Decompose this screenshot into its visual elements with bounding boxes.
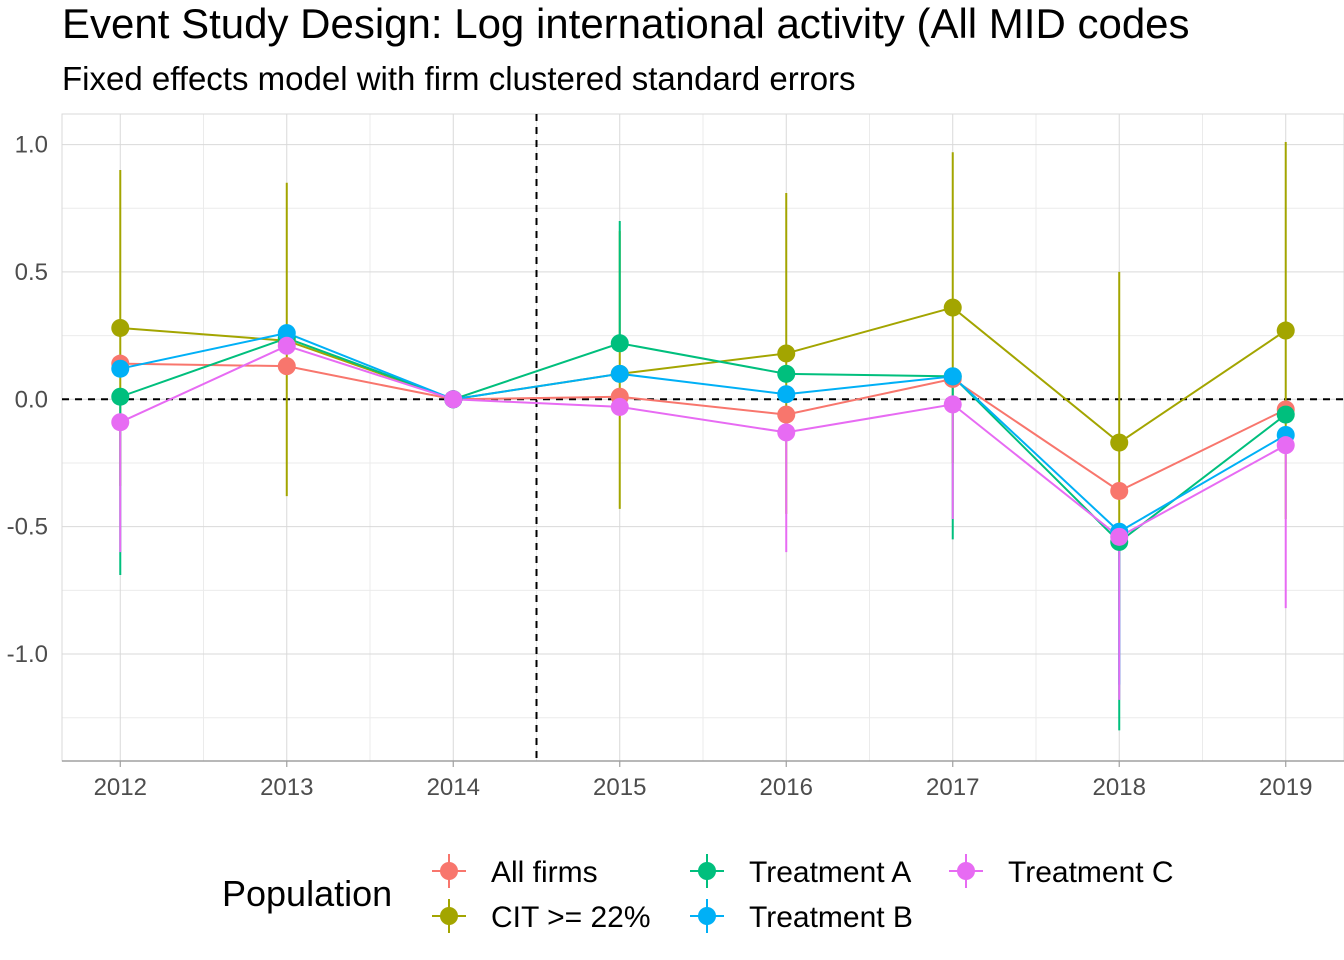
data-point — [1110, 481, 1129, 500]
y-tick-label: -0.5 — [7, 514, 48, 541]
x-tick-label: 2015 — [593, 774, 646, 801]
legend-key-point — [698, 907, 716, 925]
series-line — [120, 332, 1287, 533]
data-point — [111, 318, 130, 337]
data-point — [777, 385, 796, 404]
data-point — [610, 364, 629, 383]
chart-subtitle: Fixed effects model with firm clustered … — [62, 60, 856, 97]
x-tick-label: 2019 — [1259, 774, 1312, 801]
y-tick-label: 0.5 — [15, 259, 48, 286]
legend-key-point — [440, 862, 458, 880]
legend-key-point — [957, 862, 975, 880]
data-point — [943, 367, 962, 386]
legend-label: CIT >= 22% — [491, 901, 651, 934]
legend: Population All firms CIT >= 22% Treatment … — [222, 854, 1174, 934]
x-tick-label: 2016 — [760, 774, 813, 801]
data-point — [943, 298, 962, 317]
series-line — [120, 362, 1287, 493]
chart-title: Event Study Design: Log international ac… — [62, 0, 1190, 47]
legend-label: All firms — [491, 856, 598, 889]
legend-items: All firms CIT >= 22% Treatment A Treatment … — [432, 854, 1174, 934]
data-point — [1276, 405, 1295, 424]
legend-key-point — [440, 907, 458, 925]
data-point — [777, 405, 796, 424]
data-point — [1110, 433, 1129, 452]
y-tick-label: -1.0 — [7, 641, 48, 668]
data-point — [111, 413, 130, 432]
legend-key-point — [698, 862, 716, 880]
data-point — [777, 423, 796, 442]
y-tick-label: 0.0 — [15, 386, 48, 413]
x-tick-label: 2014 — [427, 774, 480, 801]
x-tick-label: 2018 — [1093, 774, 1146, 801]
data-point — [111, 387, 130, 406]
x-tick-label: 2017 — [926, 774, 979, 801]
legend-label: Treatment C — [1008, 856, 1174, 889]
data-point — [1276, 436, 1295, 455]
error-bars — [119, 142, 1287, 731]
data-point — [1276, 321, 1295, 340]
series-points — [111, 298, 1295, 551]
data-point — [277, 324, 296, 343]
data-point — [777, 344, 796, 363]
data-point — [444, 390, 463, 409]
data-point — [610, 397, 629, 416]
series-lines — [119, 306, 1287, 544]
x-tick-label: 2012 — [94, 774, 147, 801]
reference-lines — [62, 114, 1344, 761]
legend-title: Population — [222, 873, 392, 914]
data-point — [111, 359, 130, 378]
y-tick-label: 1.0 — [15, 132, 48, 159]
data-point — [777, 364, 796, 383]
data-point — [277, 357, 296, 376]
data-point — [610, 334, 629, 353]
plot-area — [61, 113, 1344, 762]
series-line — [120, 306, 1287, 444]
data-point — [943, 395, 962, 414]
axes: -1.0 -0.5 0.0 0.5 1.0 2012 2013 2014 2015 2016 201… — [7, 132, 1344, 801]
data-point — [1110, 527, 1129, 546]
legend-label: Treatment A — [749, 856, 911, 889]
x-tick-label: 2013 — [260, 774, 313, 801]
data-point — [277, 336, 296, 355]
legend-label: Treatment B — [749, 901, 913, 934]
series-line — [119, 344, 1287, 539]
